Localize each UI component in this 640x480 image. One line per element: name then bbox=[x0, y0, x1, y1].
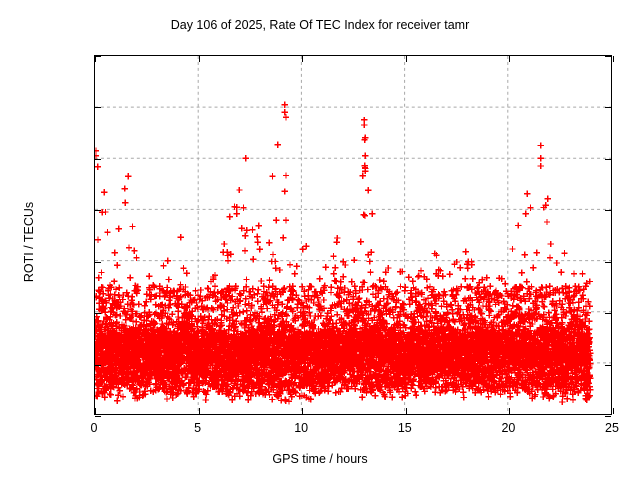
x-tick-mark bbox=[95, 408, 96, 414]
y-tick-mark bbox=[605, 364, 611, 366]
y-tick-mark bbox=[95, 313, 101, 315]
y-tick-mark bbox=[95, 364, 101, 366]
x-tick-mark bbox=[198, 56, 200, 62]
x-tick-label: 10 bbox=[294, 421, 309, 435]
x-tick-mark bbox=[613, 56, 614, 62]
plot-area bbox=[94, 55, 614, 417]
y-tick-mark bbox=[605, 416, 611, 417]
y-tick-mark bbox=[605, 261, 611, 263]
x-tick-label: 20 bbox=[501, 421, 516, 435]
x-tick-mark bbox=[302, 408, 304, 414]
x-tick-label: 15 bbox=[397, 421, 412, 435]
y-tick-mark bbox=[605, 210, 611, 212]
x-tick-label: 25 bbox=[605, 421, 619, 435]
y-tick-mark bbox=[605, 56, 611, 57]
x-tick-label: 0 bbox=[90, 421, 98, 435]
x-axis-title: GPS time / hours bbox=[272, 452, 368, 466]
y-tick-mark bbox=[95, 210, 101, 212]
y-tick-mark bbox=[95, 158, 101, 160]
y-tick-mark bbox=[95, 107, 101, 109]
x-tick-mark bbox=[509, 408, 511, 414]
x-tick-mark bbox=[198, 408, 200, 414]
x-tick-mark bbox=[95, 56, 96, 62]
y-tick-mark bbox=[95, 416, 101, 417]
y-tick-mark bbox=[95, 261, 101, 263]
y-tick-mark bbox=[605, 158, 611, 160]
page-title: Day 106 of 2025, Rate Of TEC Index for r… bbox=[170, 18, 470, 32]
y-tick-mark bbox=[605, 107, 611, 109]
x-tick-mark bbox=[613, 408, 614, 414]
y-tick-mark bbox=[605, 313, 611, 315]
y-axis-title: ROTI / TECUs bbox=[22, 201, 36, 283]
y-tick-mark bbox=[95, 56, 101, 57]
scatter-series-roti bbox=[95, 101, 594, 406]
x-tick-mark bbox=[509, 56, 511, 62]
x-tick-mark bbox=[405, 408, 407, 414]
x-tick-mark bbox=[302, 56, 304, 62]
x-tick-label: 5 bbox=[194, 421, 202, 435]
x-tick-mark bbox=[405, 56, 407, 62]
